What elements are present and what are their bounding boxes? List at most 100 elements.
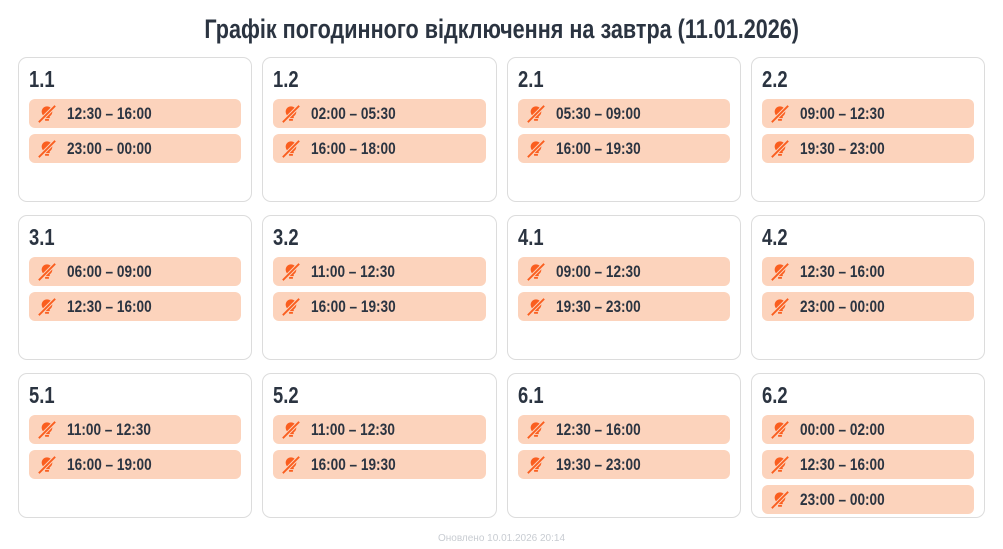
slot-time-text: 11:00 – 12:30 [67,419,151,439]
slot-time-text: 02:00 – 05:30 [311,103,396,123]
slot-time: 12:30 – 16:00 [800,262,906,282]
lightbulb-slash-icon [525,419,546,440]
lightbulb-slash-icon [525,138,546,159]
slot-time: 16:00 – 19:30 [311,297,417,317]
slot-time: 12:30 – 16:00 [67,104,173,124]
lightbulb-slash-icon [37,296,57,317]
outage-slot: 23:00 – 00:00 [761,292,974,321]
outage-slot: 06:00 – 09:00 [29,257,242,286]
group-card: 4.1 09:00 – 12:30 19:30 – 23:00 [506,215,741,360]
card-slots: 11:00 – 12:30 16:00 – 19:00 [29,415,242,479]
outage-slot: 11:00 – 12:30 [273,257,486,286]
slot-time: 00:00 – 02:00 [800,420,906,440]
lightbulb-slash-icon [770,261,790,282]
slot-time-text: 19:30 – 23:00 [555,454,641,474]
lightbulb-slash-icon [770,489,790,510]
slot-time-text: 12:30 – 16:00 [799,261,885,281]
slot-time-text: 12:30 – 16:00 [67,296,152,316]
outage-slot: 12:30 – 16:00 [29,292,242,321]
lightbulb-slash-icon [37,261,57,282]
slot-time: 19:30 – 23:00 [556,297,662,317]
slot-time: 12:30 – 16:00 [556,420,662,440]
group-card: 5.2 11:00 – 12:30 16:00 – 19:30 [262,373,497,518]
group-card: 1.1 12:30 – 16:00 23:00 – 00:00 [18,57,253,202]
lightbulb-slash-icon [281,454,301,475]
group-label-text: 2.2 [761,66,788,92]
group-label-text: 3.2 [273,224,299,250]
lightbulb-slash-icon [770,103,790,124]
slot-time-text: 19:30 – 23:00 [555,296,641,316]
slot-time-text: 23:00 – 00:00 [799,296,885,316]
group-label: 3.1 [29,222,241,252]
slot-time-text: 09:00 – 12:30 [799,103,885,123]
card-slots: 09:00 – 12:30 19:30 – 23:00 [517,257,730,321]
card-slots: 02:00 – 05:30 16:00 – 18:00 [273,99,486,163]
card-slots: 05:30 – 09:00 16:00 – 19:30 [517,99,730,163]
slot-time-text: 23:00 – 00:00 [799,489,885,509]
group-label-text: 5.2 [273,382,299,408]
outage-slot: 02:00 – 05:30 [273,99,486,128]
outage-slot: 19:30 – 23:00 [517,292,730,321]
group-label: 2.1 [518,64,730,94]
card-slots: 12:30 – 16:00 23:00 – 00:00 [761,257,974,321]
slot-time-text: 12:30 – 16:00 [799,454,885,474]
outage-slot: 23:00 – 00:00 [29,134,242,163]
group-card: 6.1 12:30 – 16:00 19:30 – 23:00 [506,373,741,518]
outage-slot: 12:30 – 16:00 [29,99,242,128]
card-slots: 12:30 – 16:00 19:30 – 23:00 [517,415,730,479]
slot-time: 12:30 – 16:00 [67,297,173,317]
slot-time-text: 16:00 – 18:00 [311,138,396,158]
slot-time-text: 06:00 – 09:00 [67,261,152,281]
slot-time-text: 19:30 – 23:00 [799,138,885,158]
slot-time-text: 11:00 – 12:30 [311,261,396,281]
slot-time-text: 05:30 – 09:00 [555,103,641,123]
group-card: 2.2 09:00 – 12:30 19:30 – 23:00 [750,57,985,202]
slot-time-text: 12:30 – 16:00 [555,419,641,439]
lightbulb-slash-icon [281,261,301,282]
group-label-text: 3.1 [29,224,55,250]
slot-time: 11:00 – 12:30 [67,420,172,440]
last-updated: Оновлено 10.01.2026 20:14 [437,533,566,544]
page-title-text: Графік погодинного відключення на завтра… [204,14,799,44]
slot-time-text: 23:00 – 00:00 [67,138,152,158]
lightbulb-slash-icon [770,454,790,475]
group-card: 3.1 06:00 – 09:00 12:30 – 16:00 [18,215,253,360]
group-card: 2.1 05:30 – 09:00 16:00 – 19:30 [506,57,741,202]
outage-slot: 12:30 – 16:00 [517,415,730,444]
lightbulb-slash-icon [37,103,57,124]
group-card: 1.2 02:00 – 05:30 16:00 – 18:00 [262,57,497,202]
slot-time-text: 00:00 – 02:00 [799,419,885,439]
slot-time-text: 16:00 – 19:30 [555,138,641,158]
outage-slot: 12:30 – 16:00 [761,257,974,286]
slot-time: 23:00 – 00:00 [800,490,906,510]
slot-time-text: 16:00 – 19:30 [311,296,396,316]
group-label-text: 5.1 [29,382,55,408]
outage-slot: 09:00 – 12:30 [517,257,730,286]
slot-time: 16:00 – 19:00 [67,455,173,475]
outage-slot: 19:30 – 23:00 [761,134,974,163]
slot-time: 16:00 – 18:00 [311,139,417,159]
slot-time-text: 11:00 – 12:30 [311,419,396,439]
slot-time: 19:30 – 23:00 [800,139,906,159]
lightbulb-slash-icon [770,296,790,317]
group-label: 1.2 [273,64,485,94]
group-card: 6.2 00:00 – 02:00 12:30 – 16:00 [750,373,985,518]
group-card: 4.2 12:30 – 16:00 23:00 – 00:00 [750,215,985,360]
group-label: 6.1 [518,380,730,410]
outage-slot: 16:00 – 19:30 [273,292,486,321]
slot-time: 11:00 – 12:30 [311,262,416,282]
slot-time: 09:00 – 12:30 [800,104,906,124]
lightbulb-slash-icon [37,454,57,475]
outage-slot: 16:00 – 19:30 [517,134,730,163]
group-label-text: 2.1 [517,66,544,92]
slot-time: 05:30 – 09:00 [556,104,662,124]
group-label-text: 6.2 [761,382,788,408]
outage-slot: 11:00 – 12:30 [273,415,486,444]
page-title: Графік погодинного відключення на завтра… [0,13,1003,45]
outage-slot: 19:30 – 23:00 [517,450,730,479]
outage-slot: 00:00 – 02:00 [761,415,974,444]
slot-time: 12:30 – 16:00 [800,455,906,475]
slot-time: 02:00 – 05:30 [311,104,417,124]
outage-slot: 16:00 – 18:00 [273,134,486,163]
slot-time: 09:00 – 12:30 [556,262,662,282]
